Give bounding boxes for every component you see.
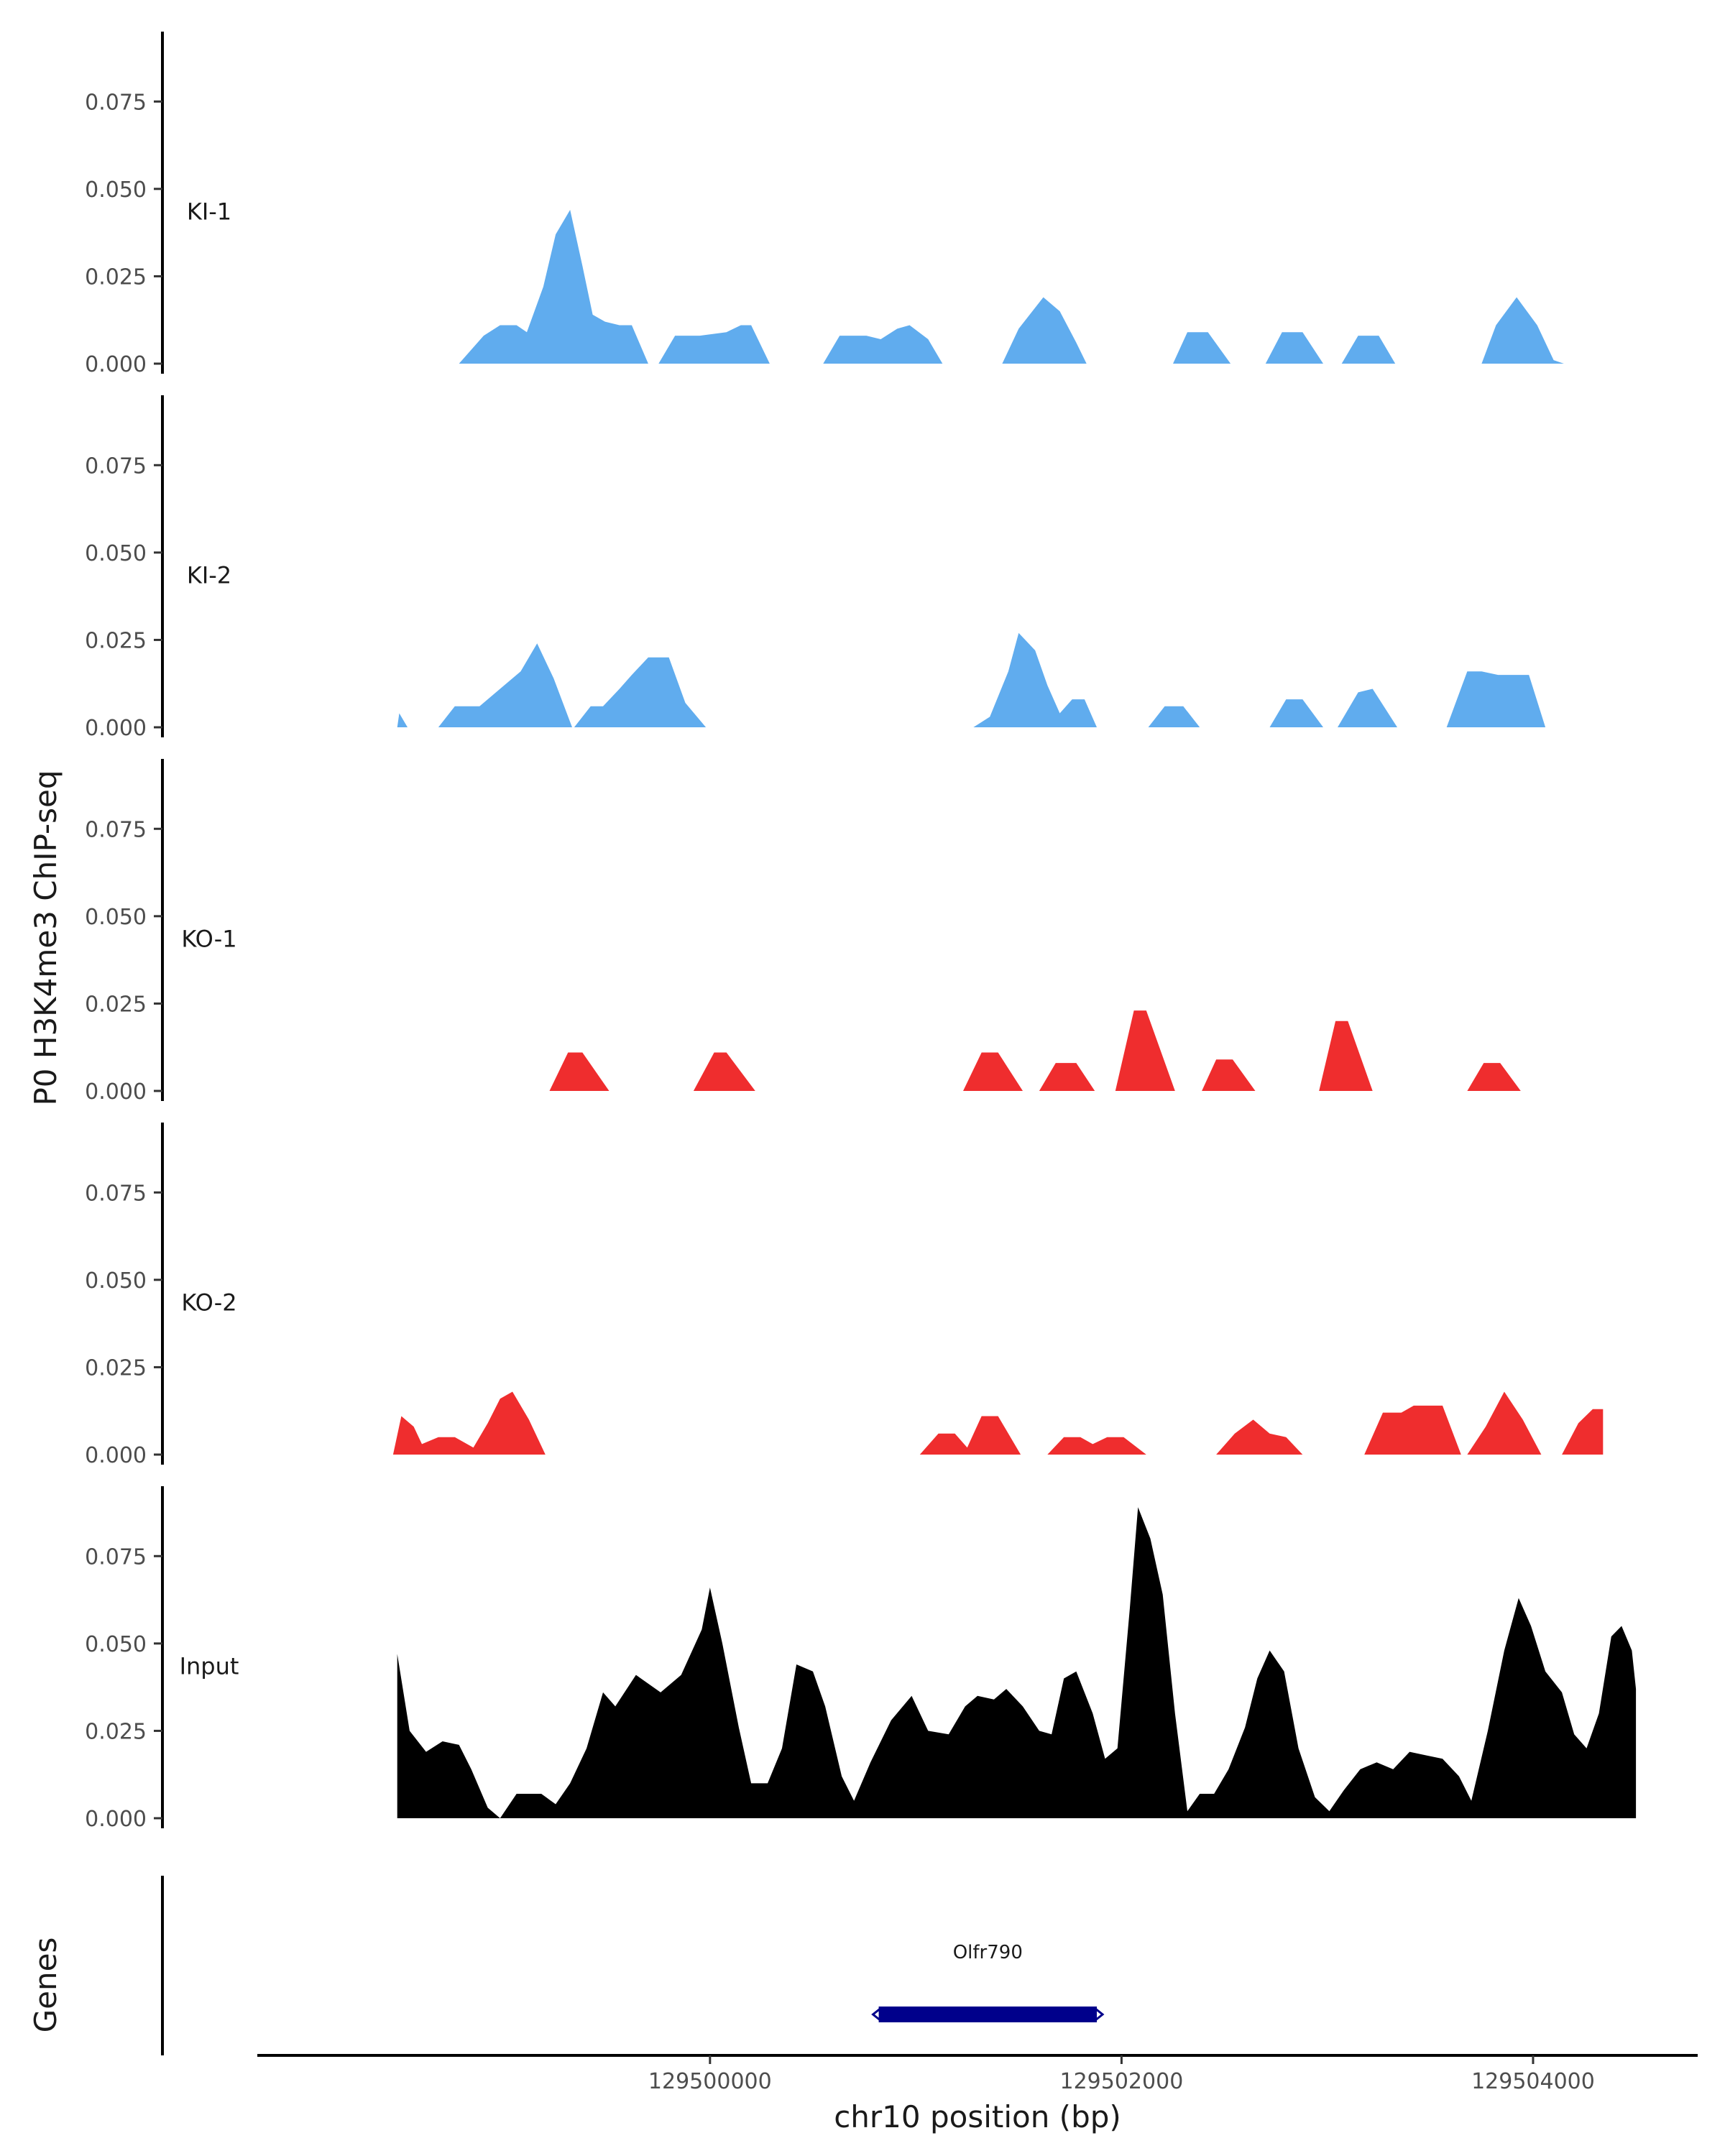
y-tick-label-ko-2: 0.000	[85, 1443, 147, 1468]
gene-layer: Olfr790	[871, 1942, 1105, 2022]
y-tick-label-ki-1: 0.050	[85, 178, 147, 203]
coverage-peak-ko-2	[1467, 1391, 1542, 1455]
x-tick-label: 129500000	[648, 2069, 772, 2094]
coverage-peak-ki-1	[459, 210, 648, 364]
track-label-ko-1: KO-1	[181, 925, 236, 952]
gene-label-olfr790: Olfr790	[953, 1942, 1023, 1963]
y-tick-label-ko-1: 0.075	[85, 817, 147, 842]
coverage-peak-ko-1	[963, 1052, 1023, 1091]
track-ko-1: 0.000 0.025 0.050 0.075 KO-1	[85, 759, 1521, 1105]
y-tick-label-ki-2: 0.050	[85, 541, 147, 566]
y-tick-label-ki-1: 0.000	[85, 352, 147, 377]
y-axis-title: P0 H3K4me3 ChIP-seq	[28, 770, 63, 1105]
x-tick-label: 129502000	[1060, 2069, 1184, 2094]
y-tick-label-ko-2: 0.025	[85, 1355, 147, 1381]
coverage-peak-ki-1	[1002, 297, 1087, 364]
gene-strand-arrow-left	[871, 2007, 881, 2022]
coverage-peak-ki-2	[438, 643, 572, 727]
y-tick-label-ko-1: 0.025	[85, 992, 147, 1017]
coverage-peak-ko-1	[1039, 1063, 1095, 1091]
y-tick-label-input: 0.050	[85, 1632, 147, 1657]
x-axis-title: chr10 position (bp)	[834, 2099, 1121, 2134]
y-tick-label-ki-1: 0.025	[85, 264, 147, 290]
track-ki-2: 0.000 0.025 0.050 0.075 KI-2	[85, 395, 1546, 741]
coverage-peak-ki-2	[1338, 688, 1397, 727]
coverage-peak-ki-2	[973, 632, 1097, 727]
y-tick-label-ki-1: 0.075	[85, 90, 147, 115]
coverage-peak-ki-1	[1265, 332, 1323, 364]
y-tick-label-input: 0.025	[85, 1719, 147, 1744]
y-tick-label-ko-2: 0.075	[85, 1181, 147, 1206]
x-axis-layer: 129500000 129502000 129504000	[648, 2055, 1595, 2094]
coverage-peak-ko-1	[1467, 1063, 1521, 1091]
track-ki-1: 0.000 0.025 0.050 0.075 KI-1	[85, 32, 1564, 377]
gene-strand-arrow-right	[1095, 2007, 1105, 2022]
coverage-peak-ki-1	[1341, 336, 1396, 364]
coverage-peak-ki-1	[658, 325, 770, 364]
coverage-peak-ko-1	[549, 1052, 610, 1091]
y-tick-label-input: 0.000	[85, 1807, 147, 1832]
y-tick-label-ko-2: 0.050	[85, 1268, 147, 1294]
coverage-peak-ki-1	[1481, 297, 1564, 364]
coverage-peak-ki-1	[1173, 332, 1231, 364]
coverage-peak-ko-2	[1047, 1437, 1146, 1455]
track-ko-2: 0.000 0.025 0.050 0.075 KO-2	[85, 1123, 1604, 1468]
track-input: 0.000 0.025 0.050 0.075 Input	[85, 1486, 1637, 1832]
coverage-peak-ki-2	[1148, 706, 1200, 727]
track-label-ki-1: KI-1	[187, 198, 231, 225]
coverage-peak-ko-2	[1216, 1419, 1303, 1455]
y-tick-label-ki-2: 0.025	[85, 628, 147, 653]
coverage-peak-input	[397, 1507, 1637, 1818]
track-label-input: Input	[180, 1652, 239, 1680]
coverage-peak-ko-1	[693, 1052, 755, 1091]
x-tick-label: 129504000	[1471, 2069, 1595, 2094]
coverage-peak-ki-2	[397, 713, 408, 727]
coverage-peak-ki-2	[574, 657, 707, 727]
track-label-ko-2: KO-2	[181, 1289, 236, 1316]
coverage-peak-ko-2	[392, 1391, 546, 1455]
coverage-peak-ko-1	[1115, 1010, 1175, 1091]
y-tick-label-input: 0.075	[85, 1544, 147, 1570]
y-tick-label-ko-1: 0.050	[85, 905, 147, 930]
coverage-peak-ko-2	[1364, 1405, 1461, 1455]
coverage-peak-ko-2	[919, 1416, 1021, 1455]
genes-axis-title: Genes	[28, 1938, 63, 2033]
y-tick-label-ki-2: 0.000	[85, 716, 147, 741]
coverage-peak-ki-2	[1269, 699, 1323, 727]
y-tick-label-ko-1: 0.000	[85, 1079, 147, 1105]
track-label-ki-2: KI-2	[187, 561, 231, 589]
y-tick-label-ki-2: 0.075	[85, 453, 147, 479]
coverage-peak-ko-2	[1562, 1409, 1604, 1455]
tracks-layer: 0.0000.0250.0500.075KI-10.0000.0250.0500…	[85, 32, 1637, 1832]
gene-body-olfr790	[878, 2007, 1098, 2022]
coverage-peak-ki-2	[1446, 671, 1546, 727]
coverage-peak-ko-1	[1319, 1021, 1373, 1091]
coverage-peak-ko-1	[1202, 1059, 1256, 1091]
coverage-peak-ki-1	[823, 325, 943, 364]
